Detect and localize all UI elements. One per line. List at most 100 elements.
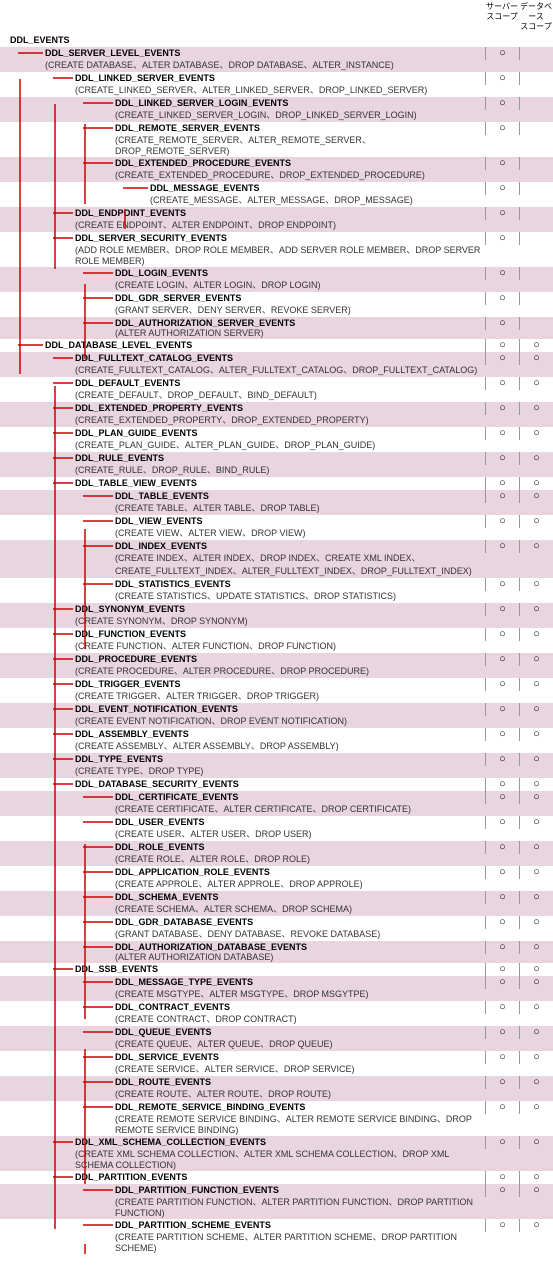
- tree-row: DDL_INDEX_EVENTS(CREATE INDEX、ALTER INDE…: [0, 540, 553, 578]
- database-scope-marker: ○: [519, 1171, 553, 1184]
- tree-row: DDL_EXTENDED_PROPERTY_EVENTS(CREATE_EXTE…: [0, 402, 553, 427]
- server-scope-marker: ○: [485, 339, 519, 352]
- server-scope-marker: ○: [485, 1171, 519, 1184]
- tree-row: DDL_AUTHORIZATION_SERVER_EVENTS(ALTER AU…: [0, 317, 553, 339]
- tree-row: DDL_DATABASE_SECURITY_EVENTS○○: [0, 778, 553, 791]
- database-scope-marker: ○: [519, 452, 553, 465]
- tree-row: DDL_TRIGGER_EVENTS(CREATE TRIGGER、ALTER …: [0, 678, 553, 703]
- event-detail: (GRANT SERVER、DENY SERVER、REVOKE SERVER): [115, 303, 485, 316]
- event-detail: (CREATE PARTITION SCHEME、ALTER PARTITION…: [115, 1230, 485, 1253]
- database-scope-marker: ○: [519, 402, 553, 415]
- column-headers: サーバースコープ データベーススコープ: [0, 0, 553, 34]
- tree-row: DDL_ROUTE_EVENTS(CREATE ROUTE、ALTER ROUT…: [0, 1076, 553, 1101]
- col2-header: データベーススコープ: [519, 2, 553, 32]
- database-scope-marker: ○: [519, 963, 553, 976]
- database-scope-marker: ○: [519, 728, 553, 741]
- tree-row: DDL_PARTITION_FUNCTION_EVENTS(CREATE PAR…: [0, 1184, 553, 1219]
- database-scope-marker: ○: [519, 1051, 553, 1064]
- event-title: DDL_EVENTS: [10, 35, 485, 45]
- event-title: DDL_AUTHORIZATION_DATABASE_EVENTS: [115, 942, 485, 952]
- event-title: DDL_REMOTE_SERVICE_BINDING_EVENTS: [115, 1102, 485, 1112]
- tree-row: DDL_DEFAULT_EVENTS(CREATE_DEFAULT、DROP_D…: [0, 377, 553, 402]
- server-scope-marker: ○: [485, 207, 519, 220]
- event-title: DDL_EXTENDED_PROCEDURE_EVENTS: [115, 158, 485, 168]
- server-scope-marker: ○: [485, 728, 519, 741]
- event-detail: (CREATE TABLE、ALTER TABLE、DROP TABLE): [115, 501, 485, 514]
- database-scope-marker: ○: [519, 1219, 553, 1232]
- event-title: DDL_RULE_EVENTS: [75, 453, 485, 463]
- server-scope-marker: ○: [485, 941, 519, 954]
- event-title: DDL_QUEUE_EVENTS: [115, 1027, 485, 1037]
- database-scope-marker: ○: [519, 703, 553, 716]
- server-scope-marker: ○: [485, 317, 519, 330]
- tree-row: DDL_QUEUE_EVENTS(CREATE QUEUE、ALTER QUEU…: [0, 1026, 553, 1051]
- server-scope-marker: ○: [485, 778, 519, 791]
- tree-row: DDL_SERVER_SECURITY_EVENTS (ADD ROLE MEM…: [0, 232, 553, 267]
- tree-row: DDL_PROCEDURE_EVENTS(CREATE PROCEDURE、AL…: [0, 653, 553, 678]
- database-scope-marker: [519, 97, 553, 110]
- database-scope-marker: [519, 47, 553, 60]
- tree-row: DDL_MESSAGE_EVENTS(CREATE_MESSAGE、ALTER_…: [0, 182, 553, 207]
- database-scope-marker: [519, 267, 553, 280]
- server-scope-marker: ○: [485, 891, 519, 904]
- server-scope-marker: ○: [485, 678, 519, 691]
- event-detail: (CREATE FUNCTION、ALTER FUNCTION、DROP FUN…: [75, 639, 485, 652]
- event-title: DDL_GDR_SERVER_EVENTS: [115, 293, 485, 303]
- event-detail: (GRANT DATABASE、DENY DATABASE、REVOKE DAT…: [115, 927, 485, 940]
- server-scope-marker: ○: [485, 791, 519, 804]
- database-scope-marker: [519, 207, 553, 220]
- database-scope-marker: [519, 157, 553, 170]
- tree-row: DDL_LINKED_SERVER_LOGIN_EVENTS(CREATE_LI…: [0, 97, 553, 122]
- event-title: DDL_ROUTE_EVENTS: [115, 1077, 485, 1087]
- event-detail: (CREATE_PLAN_GUIDE、ALTER_PLAN_GUIDE、DROP…: [75, 438, 485, 451]
- database-scope-marker: ○: [519, 339, 553, 352]
- event-title: DDL_REMOTE_SERVER_EVENTS: [115, 123, 485, 133]
- event-title: DDL_STATISTICS_EVENTS: [115, 579, 485, 589]
- event-title: DDL_CERTIFICATE_EVENTS: [115, 792, 485, 802]
- event-title: DDL_CONTRACT_EVENTS: [115, 1002, 485, 1012]
- server-scope-marker: ○: [485, 1001, 519, 1014]
- server-scope-marker: ○: [485, 352, 519, 365]
- database-scope-marker: ○: [519, 352, 553, 365]
- event-title: DDL_TABLE_EVENTS: [115, 491, 485, 501]
- event-detail: (CREATE APPROLE、ALTER APPROLE、DROP APPRO…: [115, 877, 485, 890]
- tree-row: DDL_MESSAGE_TYPE_EVENTS(CREATE MSGTYPE、A…: [0, 976, 553, 1001]
- event-detail: (CREATE_DEFAULT、DROP_DEFAULT、BIND_DEFAUL…: [75, 388, 485, 401]
- database-scope-marker: [519, 317, 553, 330]
- database-scope-marker: ○: [519, 678, 553, 691]
- server-scope-marker: ○: [485, 97, 519, 110]
- database-scope-marker: ○: [519, 578, 553, 591]
- server-scope-marker: ○: [485, 963, 519, 976]
- event-title: DDL_SERVER_LEVEL_EVENTS: [45, 48, 485, 58]
- event-title: DDL_XML_SCHEMA_COLLECTION_EVENTS: [75, 1137, 485, 1147]
- server-scope-marker: ○: [485, 157, 519, 170]
- server-scope-marker: ○: [485, 267, 519, 280]
- database-scope-marker: [519, 232, 553, 245]
- event-title: DDL_PLAN_GUIDE_EVENTS: [75, 428, 485, 438]
- event-title: DDL_LINKED_SERVER_LOGIN_EVENTS: [115, 98, 485, 108]
- event-detail: (CREATE QUEUE、ALTER QUEUE、DROP QUEUE): [115, 1037, 485, 1050]
- event-detail: (CREATE MSGTYPE、ALTER MSGTYPE、DROP MSGYT…: [115, 987, 485, 1000]
- database-scope-marker: ○: [519, 891, 553, 904]
- tree-row: DDL_SERVER_LEVEL_EVENTS(CREATE DATABASE、…: [0, 47, 553, 72]
- server-scope-marker: ○: [485, 122, 519, 135]
- server-scope-marker: ○: [485, 452, 519, 465]
- event-detail: (CREATE SYNONYM、DROP SYNONYM): [75, 614, 485, 627]
- database-scope-marker: ○: [519, 976, 553, 989]
- server-scope-marker: ○: [485, 753, 519, 766]
- tree-row: DDL_TABLE_VIEW_EVENTS○○: [0, 477, 553, 490]
- event-detail: (CREATE SCHEMA、ALTER SCHEMA、DROP SCHEMA): [115, 902, 485, 915]
- server-scope-marker: ○: [485, 653, 519, 666]
- event-title: DDL_FULLTEXT_CATALOG_EVENTS: [75, 353, 485, 363]
- database-scope-marker: ○: [519, 1184, 553, 1197]
- tree-diagram: DDL_EVENTSDDL_SERVER_LEVEL_EVENTS(CREATE…: [0, 34, 553, 1254]
- server-scope-marker: ○: [485, 1219, 519, 1232]
- tree-row: DDL_REMOTE_SERVER_EVENTS(CREATE_REMOTE_S…: [0, 122, 553, 157]
- server-scope-marker: ○: [485, 703, 519, 716]
- database-scope-marker: ○: [519, 490, 553, 503]
- event-detail: (CREATE ROUTE、ALTER ROUTE、DROP ROUTE): [115, 1087, 485, 1100]
- database-scope-marker: ○: [519, 1001, 553, 1014]
- event-detail: (CREATE REMOTE SERVICE BINDING、ALTER REM…: [115, 1112, 485, 1135]
- event-detail: (CREATE_FULLTEXT_CATALOG、ALTER_FULLTEXT_…: [75, 363, 485, 376]
- server-scope-marker: ○: [485, 182, 519, 195]
